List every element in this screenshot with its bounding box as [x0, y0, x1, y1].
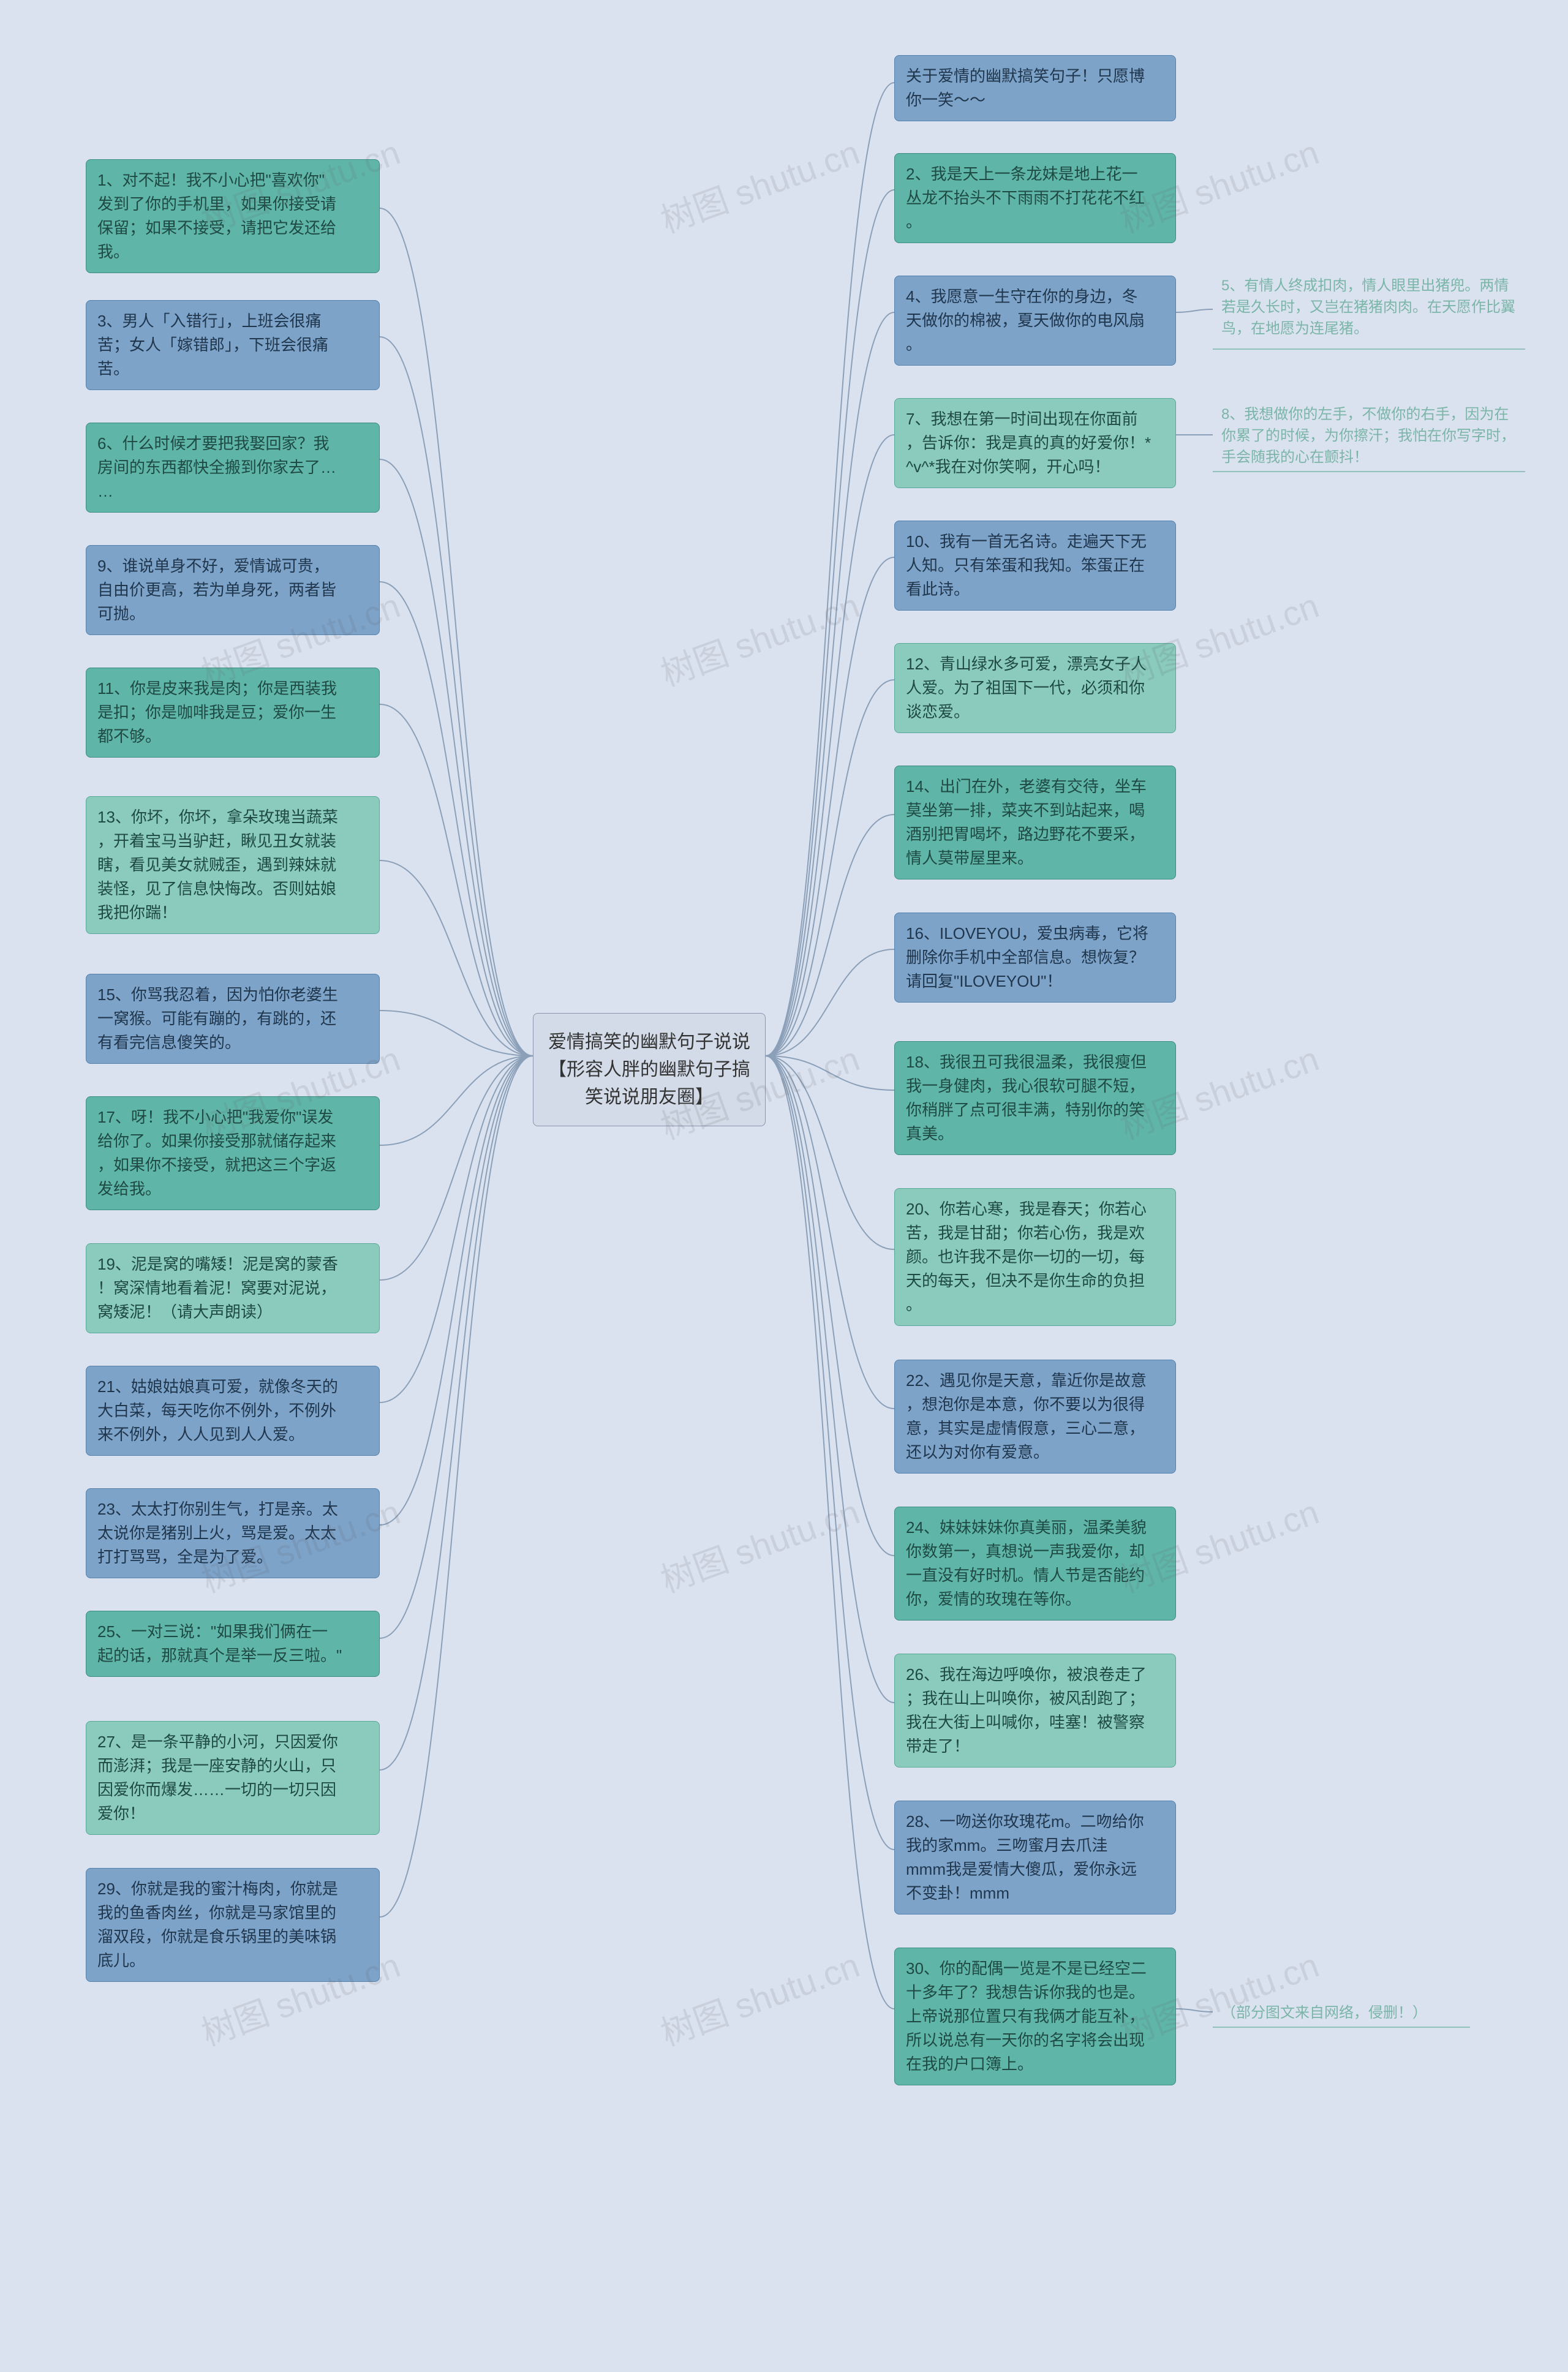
mindmap-node: 25、一对三说："如果我们俩在一 起的话，那就真个是举一反三啦。" — [86, 1611, 380, 1677]
watermark: 树图 shutu.cn — [653, 125, 865, 243]
mindmap-node: 22、遇见你是天意，靠近你是故意 ，想泡你是本意，你不要以为很得 意，其实是虚情… — [894, 1360, 1176, 1474]
mindmap-node: 21、姑娘姑娘真可爱，就像冬天的 大白菜，每天吃你不例外，不例外 来不例外，人人… — [86, 1366, 380, 1456]
watermark: 树图 shutu.cn — [653, 1938, 865, 2055]
mindmap-node: 28、一吻送你玫瑰花m。二吻给你 我的家mm。三吻蜜月去爪洼 mmm我是爱情大傻… — [894, 1801, 1176, 1915]
mindmap-node: 24、妹妹妹妹你真美丽，温柔美貌 你数第一，真想说一声我爱你，却 一直没有好时机… — [894, 1507, 1176, 1621]
mindmap-node: 15、你骂我忍着，因为怕你老婆生 一窝猴。可能有蹦的，有跳的，还 有看完信息傻笑… — [86, 974, 380, 1064]
watermark: 树图 shutu.cn — [653, 1485, 865, 1602]
mindmap-node: 14、出门在外，老婆有交待，坐车 莫坐第一排，菜夹不到站起来，喝 酒别把胃喝坏，… — [894, 766, 1176, 879]
mindmap-node: 27、是一条平静的小河，只因爱你 而澎湃；我是一座安静的火山，只 因爱你而爆发…… — [86, 1721, 380, 1835]
mindmap-node: 7、我想在第一时间出现在你面前 ，告诉你：我是真的真的好爱你！* ^v^*我在对… — [894, 398, 1176, 488]
mindmap-node: 6、什么时候才要把我娶回家？我 房间的东西都快全搬到你家去了… … — [86, 423, 380, 513]
mindmap-node: 9、谁说单身不好，爱情诚可贵， 自由价更高，若为单身死，两者皆 可抛。 — [86, 545, 380, 635]
mindmap-node: 10、我有一首无名诗。走遍天下无 人知。只有笨蛋和我知。笨蛋正在 看此诗。 — [894, 521, 1176, 611]
mindmap-child-node: （部分图文来自网络，侵删！） — [1213, 1997, 1470, 2030]
mindmap-node: 23、太太打你别生气，打是亲。太 太说你是猪别上火，骂是爱。太太 打打骂骂，全是… — [86, 1488, 380, 1578]
mindmap-node: 1、对不起！我不小心把"喜欢你" 发到了你的手机里，如果你接受请 保留；如果不接… — [86, 159, 380, 273]
mindmap-node: 29、你就是我的蜜汁梅肉，你就是 我的鱼香肉丝，你就是马家馆里的 溜双段，你就是… — [86, 1868, 380, 1982]
mindmap-node: 13、你坏，你坏，拿朵玫瑰当蔬菜 ，开着宝马当驴赶，瞅见丑女就装 瞎，看见美女就… — [86, 796, 380, 934]
mindmap-node: 关于爱情的幽默搞笑句子！只愿博 你一笑～～ — [894, 55, 1176, 121]
mindmap-child-node: 8、我想做你的左手，不做你的右手，因为在 你累了的时候，为你擦汗；我怕在你写字时… — [1213, 398, 1525, 474]
mindmap-node: 30、你的配偶一览是不是已经空二 十多年了？我想告诉你我的也是。 上帝说那位置只… — [894, 1948, 1176, 2085]
mindmap-node: 2、我是天上一条龙妹是地上花一 丛龙不抬头不下雨雨不打花花不红 。 — [894, 153, 1176, 243]
mindmap-node: 17、呀！我不小心把"我爱你"误发 给你了。如果你接受那就储存起来 ，如果你不接… — [86, 1096, 380, 1210]
mindmap-node: 18、我很丑可我很温柔，我很瘦但 我一身健肉，我心很软可腿不短， 你稍胖了点可很… — [894, 1041, 1176, 1155]
mindmap-node: 20、你若心寒，我是春天；你若心 苦，我是甘甜；你若心伤，我是欢 颜。也许我不是… — [894, 1188, 1176, 1326]
mindmap-node: 19、泥是窝的嘴矮！泥是窝的蒙香 ！窝深情地看着泥！窝要对泥说， 窝矮泥！（请大… — [86, 1243, 380, 1333]
mindmap-node: 12、青山绿水多可爱，漂亮女子人 人爱。为了祖国下一代，必须和你 谈恋爱。 — [894, 643, 1176, 733]
mindmap-node: 11、你是皮来我是肉；你是西装我 是扣；你是咖啡我是豆；爱你一生 都不够。 — [86, 668, 380, 758]
mindmap-node: 26、我在海边呼唤你，被浪卷走了 ；我在山上叫唤你，被风刮跑了； 我在大街上叫喊… — [894, 1654, 1176, 1768]
center-node: 爱情搞笑的幽默句子说说 【形容人胖的幽默句子搞 笑说说朋友圈】 — [533, 1013, 766, 1126]
mindmap-node: 16、ILOVEYOU，爱虫病毒，它将 删除你手机中全部信息。想恢复？ 请回复"… — [894, 913, 1176, 1003]
mindmap-child-node: 5、有情人终成扣肉，情人眼里出猪兜。两情 若是久长时，又岂在猪猪肉肉。在天愿作比… — [1213, 269, 1525, 345]
mindmap-node: 4、我愿意一生守在你的身边，冬 天做你的棉被，夏天做你的电风扇 。 — [894, 276, 1176, 366]
mindmap-node: 3、男人「入错行」，上班会很痛 苦；女人「嫁错郎」，下班会很痛 苦。 — [86, 300, 380, 390]
watermark: 树图 shutu.cn — [653, 578, 865, 696]
